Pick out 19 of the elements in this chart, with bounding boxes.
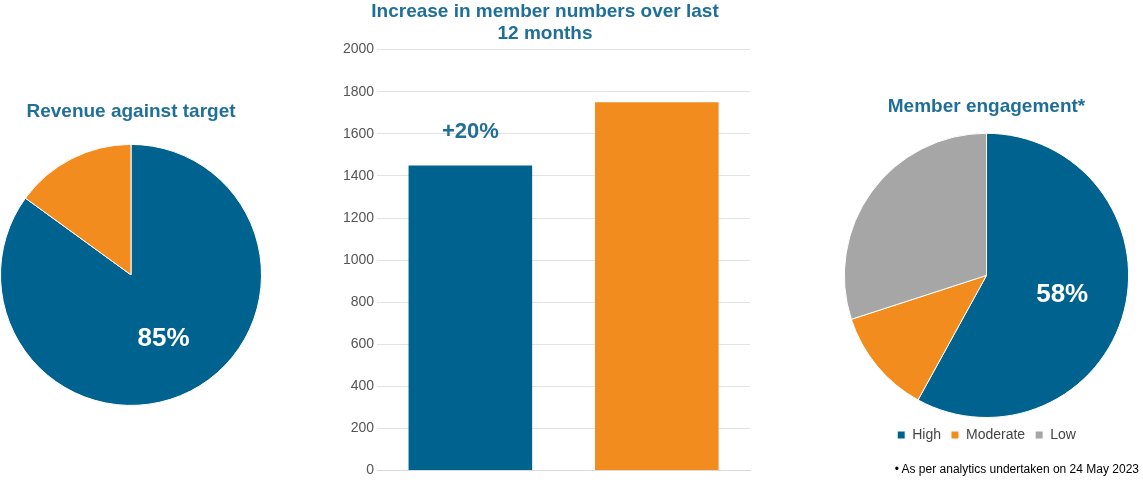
legend-label: Moderate (965, 425, 1026, 442)
chart-title: Member engagement* (887, 94, 1086, 116)
chart-title: Revenue against target (26, 99, 237, 121)
y-tick-label: 400 (350, 377, 375, 394)
text: • As per analytics undertaken on 24 May 2023 (894, 462, 1139, 476)
data-label: 58% (1036, 278, 1089, 309)
y-tick-label: 1400 (342, 166, 375, 183)
y-tick-label: 800 (350, 293, 375, 310)
y-tick-label: 1600 (342, 124, 375, 141)
data-label: 85% (137, 322, 190, 353)
y-tick-label: 1200 (342, 208, 375, 225)
y-tick-label: 0 (366, 461, 375, 478)
legend-label: High (912, 425, 941, 442)
y-tick-label: 200 (350, 419, 375, 436)
y-tick-label: 1000 (342, 250, 375, 267)
legend-label: Low (1050, 425, 1077, 442)
y-tick-label: 600 (350, 335, 375, 352)
annotation: +20% (441, 118, 499, 144)
y-tick-label: 1800 (342, 82, 375, 99)
